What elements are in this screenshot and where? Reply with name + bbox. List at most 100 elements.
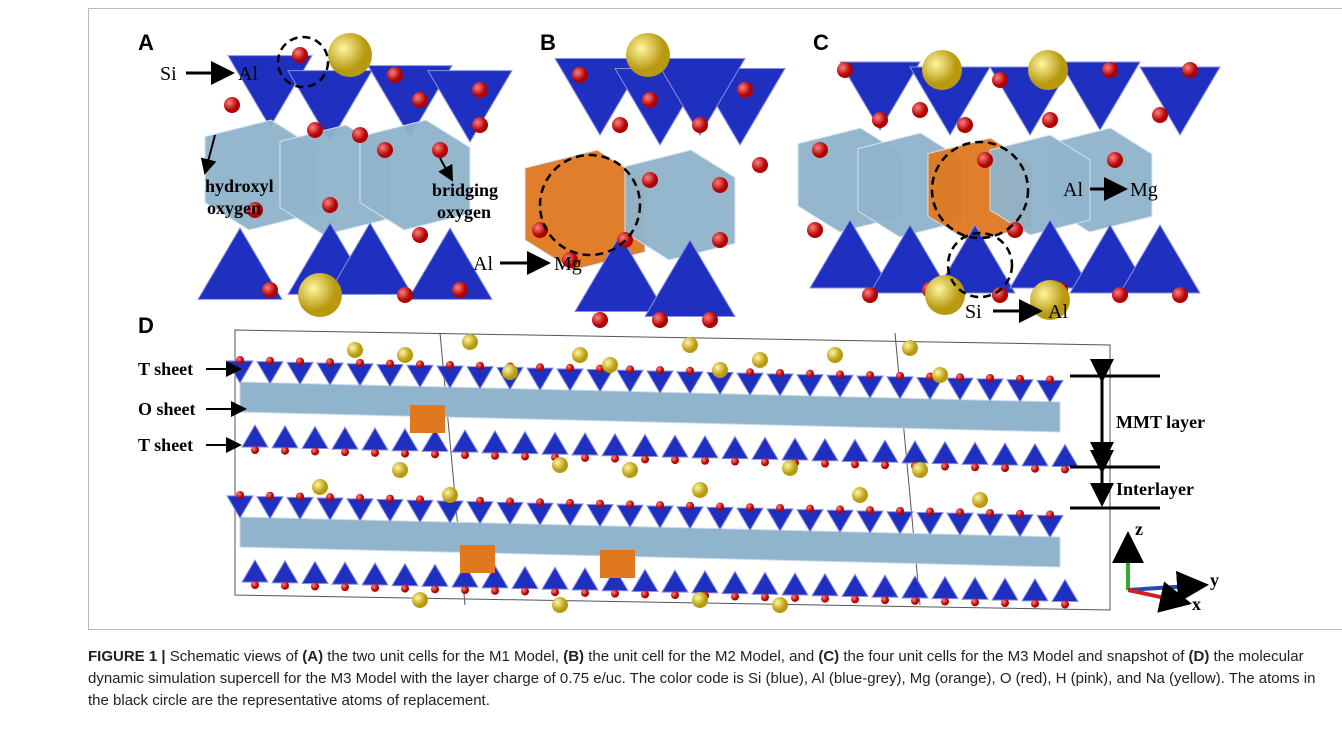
mg-site: [600, 550, 635, 578]
tetrahedron: [257, 497, 283, 519]
oxygen: [292, 47, 308, 63]
oxygen: [596, 500, 604, 508]
structure-art: [198, 33, 1220, 613]
oxygen: [581, 454, 589, 462]
sodium: [852, 487, 868, 503]
octahedral-sheet: [240, 517, 1060, 567]
oxygen: [401, 585, 409, 593]
tetrahedron: [812, 574, 838, 596]
tetrahedron: [407, 500, 433, 522]
oxygen: [926, 508, 934, 516]
atom-label: Si: [965, 301, 982, 323]
annotation: bridging: [432, 180, 498, 200]
tetrahedron: [977, 514, 1003, 536]
oxygen: [1112, 287, 1128, 303]
tetrahedron: [437, 501, 463, 523]
tetrahedron: [617, 505, 643, 527]
sodium: [712, 362, 728, 378]
oxygen: [371, 584, 379, 592]
bracket-label: Interlayer: [1116, 479, 1194, 499]
oxygen: [837, 62, 853, 78]
caption-part: the two unit cells for the M1 Model,: [323, 648, 563, 665]
tetrahedron: [932, 577, 958, 599]
oxygen: [341, 583, 349, 591]
oxygen: [701, 457, 709, 465]
tetrahedron: [587, 505, 613, 527]
caption-part: Schematic views of: [170, 648, 303, 665]
annotation: oxygen: [207, 198, 261, 218]
oxygen: [307, 122, 323, 138]
oxygen: [386, 495, 394, 503]
tetrahedron: [827, 510, 853, 532]
atom-label: Al: [238, 63, 258, 85]
oxygen: [572, 67, 588, 83]
oxygen: [1007, 222, 1023, 238]
tetrahedron: [557, 369, 583, 391]
oxygen: [896, 372, 904, 380]
oxygen: [862, 287, 878, 303]
oxygen: [266, 492, 274, 500]
oxygen: [224, 97, 240, 113]
atom-label: Al: [473, 253, 493, 275]
mg-site: [410, 405, 445, 433]
oxygen: [911, 597, 919, 605]
oxygen: [872, 112, 888, 128]
oxygen: [641, 455, 649, 463]
caption-part: the four unit cells for the M3 Model and…: [839, 648, 1188, 665]
tetrahedron: [452, 430, 478, 452]
oxygen: [326, 358, 334, 366]
panel-label: A: [138, 30, 154, 55]
tetrahedron: [542, 432, 568, 454]
oxygen: [746, 368, 754, 376]
oxygen: [626, 500, 634, 508]
oxygen: [1016, 375, 1024, 383]
oxygen: [377, 142, 393, 158]
axis-label: z: [1135, 519, 1143, 539]
oxygen: [866, 506, 874, 514]
tetrahedron: [857, 511, 883, 533]
oxygen: [281, 582, 289, 590]
tetrahedron: [512, 566, 538, 588]
axis-label: x: [1192, 594, 1201, 614]
sodium: [442, 487, 458, 503]
tetrahedron: [677, 507, 703, 529]
tetrahedron: [572, 568, 598, 590]
oxygen: [416, 495, 424, 503]
tetrahedron: [782, 438, 808, 460]
tetrahedron: [917, 512, 943, 534]
oxygen: [971, 598, 979, 606]
oxygen: [566, 364, 574, 372]
tetrahedron: [377, 500, 403, 522]
oxygen: [461, 586, 469, 594]
tetrahedron: [302, 426, 328, 448]
tetrahedron: [857, 376, 883, 398]
oxygen: [386, 360, 394, 368]
tetrahedron: [1007, 515, 1033, 537]
oxygen: [461, 451, 469, 459]
tetrahedron: [467, 367, 493, 389]
oxygen: [881, 461, 889, 469]
oxygen: [941, 463, 949, 471]
oxygen: [656, 501, 664, 509]
oxygen: [881, 596, 889, 604]
oxygen: [1046, 510, 1054, 518]
oxygen: [986, 374, 994, 382]
tetrahedron: [647, 371, 673, 393]
oxygen: [356, 359, 364, 367]
oxygen: [262, 282, 278, 298]
panel-label: C: [813, 30, 829, 55]
tetrahedron: [392, 564, 418, 586]
oxygen: [251, 581, 259, 589]
sodium: [692, 482, 708, 498]
oxygen: [821, 595, 829, 603]
oxygen: [992, 72, 1008, 88]
oxygen: [521, 452, 529, 460]
sodium: [298, 273, 342, 317]
caption-label: FIGURE 1 |: [88, 648, 166, 665]
sodium: [502, 364, 518, 380]
oxygen: [1182, 62, 1198, 78]
tetrahedron: [692, 436, 718, 458]
atom-label: Mg: [554, 253, 582, 275]
atom-label: Mg: [1130, 179, 1158, 201]
tetrahedron: [902, 576, 928, 598]
